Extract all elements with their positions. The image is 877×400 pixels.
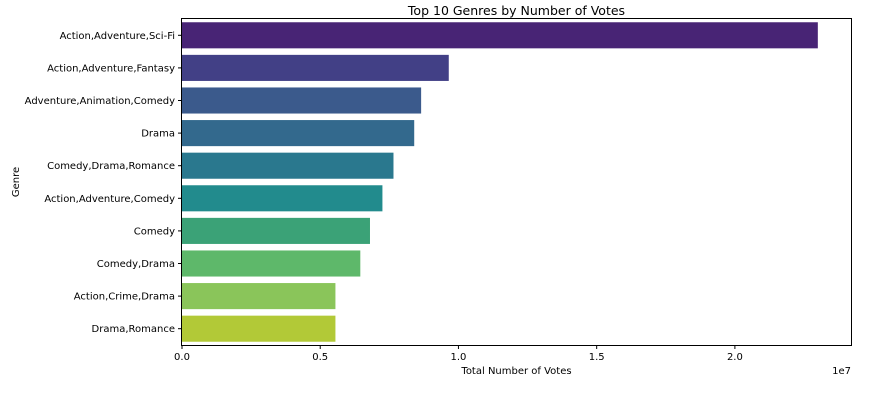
bar (182, 283, 336, 310)
y-tick-label: Action,Adventure,Fantasy (47, 63, 175, 74)
y-tick-label: Action,Adventure,Sci-Fi (60, 31, 175, 42)
bar (182, 54, 449, 81)
bar (182, 22, 818, 49)
bar (182, 315, 336, 342)
y-axis-label: Genre (11, 167, 22, 197)
x-tick-label: 2.0 (727, 352, 743, 363)
y-tick-label: Comedy (134, 226, 175, 237)
bar (182, 217, 370, 244)
bars-group (182, 22, 818, 342)
x-tick-label: 1.5 (589, 352, 605, 363)
y-tick-label: Drama,Romance (92, 324, 175, 335)
y-tick-label: Comedy,Drama (97, 259, 175, 270)
bar (182, 250, 361, 277)
bar (182, 152, 394, 179)
y-tick-label: Adventure,Animation,Comedy (25, 96, 175, 107)
bar (182, 87, 422, 114)
y-tick-label: Action,Adventure,Comedy (44, 194, 175, 205)
x-axis-label: Total Number of Votes (460, 366, 571, 377)
x-tick-label: 1.0 (450, 352, 466, 363)
x-axis-scale-label: 1e7 (832, 366, 851, 377)
x-tick-label: 0.0 (174, 352, 190, 363)
plot-frame (181, 18, 852, 346)
y-tick-labels: Action,Adventure,Sci-Fi Action,Adventure,… (25, 31, 182, 335)
x-tick-labels: 0.0 0.5 1.0 1.5 2.0 (174, 345, 743, 363)
y-tick-label: Comedy,Drama,Romance (47, 161, 175, 172)
bar (182, 185, 383, 212)
bar (182, 120, 415, 147)
x-tick-label: 0.5 (312, 352, 328, 363)
y-tick-label: Action,Crime,Drama (74, 292, 175, 303)
y-tick-label: Drama (141, 129, 175, 140)
chart-title: Top 10 Genres by Number of Votes (407, 3, 625, 18)
